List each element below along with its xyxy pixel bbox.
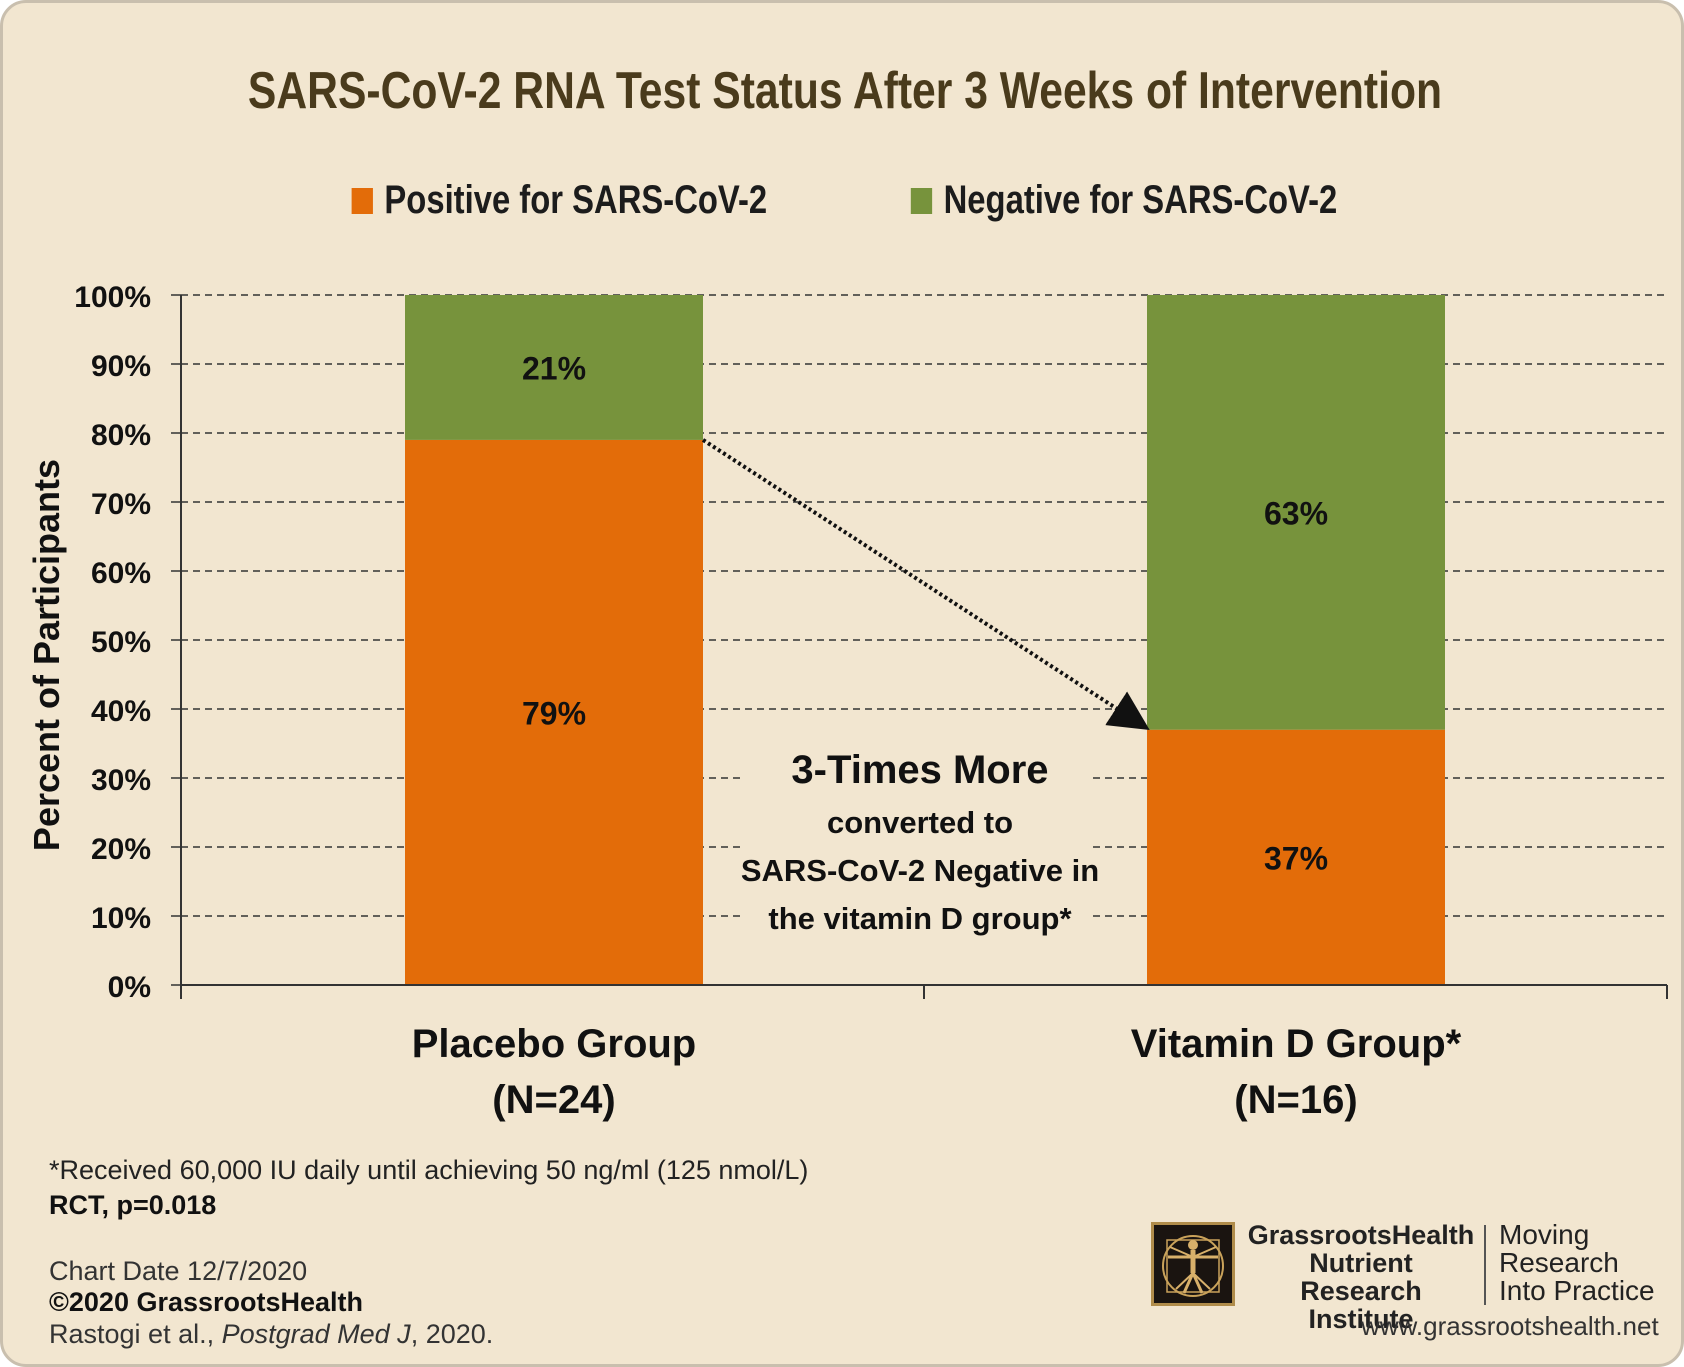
bar-segment [405,439,703,985]
x-axis-labels: Placebo Group (N=24) Vitamin D Group* (N=16… [412,1022,1462,1122]
org-name: GrassrootsHealth Nutrient Research Insti… [1247,1221,1475,1333]
axes [180,295,1668,999]
y-tick-label: 90% [91,350,151,383]
legend-label-negative: Negative for SARS-CoV-2 [943,178,1338,222]
y-tick-label: 20% [91,833,151,866]
y-axis-ticks: 0% 10% 20% 30% 40% 50% 60% 70% 80% 90% 100% [74,281,181,1004]
trend-arrow [701,438,1150,731]
y-tick-label: 60% [91,557,151,590]
category-label: Placebo Group [412,1022,697,1066]
annotation-line: SARS-CoV-2 Negative in [741,853,1099,888]
y-tick-label: 10% [91,902,151,935]
legend-swatch-positive [351,187,373,214]
bar-segment [405,295,703,440]
copyright: ©2020 GrassrootsHealth [49,1287,364,1317]
legend-swatch-negative [911,187,933,214]
bars: 79% 21% 37% 63% [405,295,1445,985]
citation-journal: Postgrad Med J [221,1319,411,1349]
annotation-line: the vitamin D group* [768,901,1072,936]
data-label: 37% [1264,840,1328,876]
vitruvian-man-icon-graphic [1162,1235,1224,1297]
footnote: *Received 60,000 IU daily until achievin… [49,1155,809,1185]
chart-date: Chart Date 12/7/2020 [49,1256,308,1286]
data-label: 21% [522,350,586,386]
y-tick-label: 40% [91,695,151,728]
annotation: 3-Times More converted to SARS-CoV-2 Negat… [741,748,1099,936]
chart-title: SARS-CoV-2 RNA Test Status After 3 Weeks… [247,62,1443,120]
citation: Rastogi et al., Postgrad Med J, 2020. [49,1319,493,1350]
y-tick-label: 0% [108,971,151,1004]
legend-label-positive: Positive for SARS-CoV-2 [383,178,767,222]
y-tick-label: 70% [91,488,151,521]
data-label: 79% [522,695,586,731]
website-link[interactable]: www.grassrootshealth.net [1361,1311,1659,1341]
stats-note: RCT, p=0.018 [49,1190,217,1220]
logo-divider [1484,1225,1486,1305]
legend-item-positive: Positive for SARS-CoV-2 [351,178,767,223]
y-tick-label: 80% [91,419,151,452]
vitruvian-man-icon [1151,1222,1235,1306]
tagline: Moving Research Into Practice [1499,1221,1655,1305]
trend-arrow-line [701,438,1150,731]
org-name-line3: Research Institute [1300,1276,1422,1334]
legend: Positive for SARS-CoV-2 Negative for SAR… [3,178,1684,223]
y-tick-label: 50% [91,626,151,659]
citation-year: , 2020. [410,1319,494,1349]
tagline-line2: Research [1499,1247,1619,1278]
y-axis-label: Percent of Participants [26,459,67,851]
chart-plot: 0% 10% 20% 30% 40% 50% 60% 70% 80% 90% 100% 79% 21%… [26,281,1668,1122]
legend-item-negative: Negative for SARS-CoV-2 [911,178,1338,223]
y-tick-label: 100% [74,281,151,314]
tagline-line3: Into Practice [1499,1275,1655,1306]
bar-segment [1147,295,1445,730]
category-sublabel: (N=16) [1234,1078,1357,1122]
category-label: Vitamin D Group* [1131,1022,1462,1066]
y-tick-label: 30% [91,764,151,797]
org-name-line2: Nutrient [1309,1248,1413,1278]
category-sublabel: (N=24) [492,1078,615,1122]
tagline-line1: Moving [1499,1219,1590,1250]
annotation-line: converted to [827,805,1013,840]
bar-segment [1147,729,1445,985]
data-label: 63% [1264,495,1328,531]
org-name-line1: GrassrootsHealth [1247,1220,1475,1250]
citation-authors: Rastogi et al., [49,1319,222,1349]
annotation-headline: 3-Times More [791,748,1048,792]
